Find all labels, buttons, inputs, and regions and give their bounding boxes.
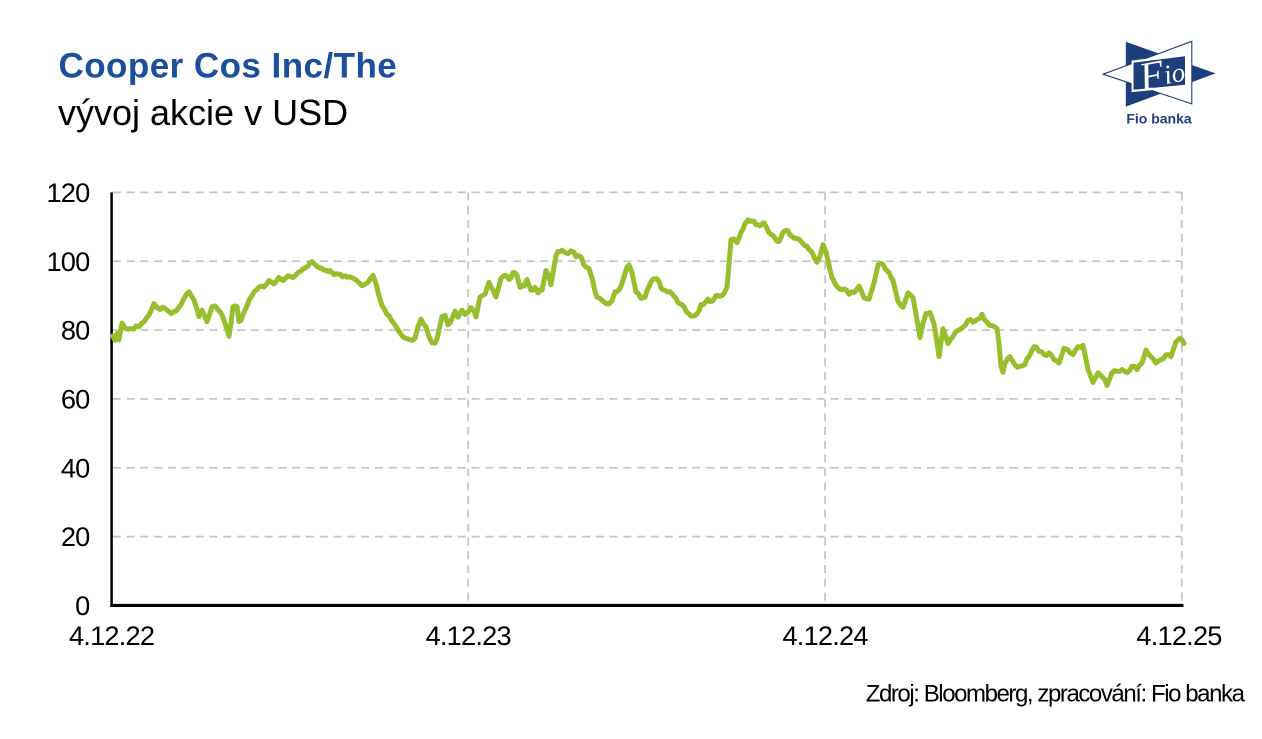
svg-text:4.12.23: 4.12.23 xyxy=(426,620,511,651)
svg-text:60: 60 xyxy=(61,384,90,415)
svg-text:Cooper Cos Inc/The: Cooper Cos Inc/The xyxy=(59,47,398,86)
svg-text:20: 20 xyxy=(61,521,90,552)
svg-text:vývoj akcie v USD: vývoj akcie v USD xyxy=(58,92,348,133)
svg-text:80: 80 xyxy=(61,315,90,346)
svg-text:Fio banka: Fio banka xyxy=(1126,111,1192,127)
svg-text:Zdroj: Bloomberg, zpracování:: Zdroj: Bloomberg, zpracování: Fio banka xyxy=(866,680,1246,707)
svg-text:4.12.24: 4.12.24 xyxy=(782,620,868,651)
svg-text:4.12.22: 4.12.22 xyxy=(69,620,154,651)
svg-text:0: 0 xyxy=(75,590,90,621)
svg-text:40: 40 xyxy=(61,452,90,483)
svg-text:4.12.25: 4.12.25 xyxy=(1136,620,1221,651)
svg-text:100: 100 xyxy=(46,246,90,277)
svg-text:120: 120 xyxy=(46,177,90,208)
